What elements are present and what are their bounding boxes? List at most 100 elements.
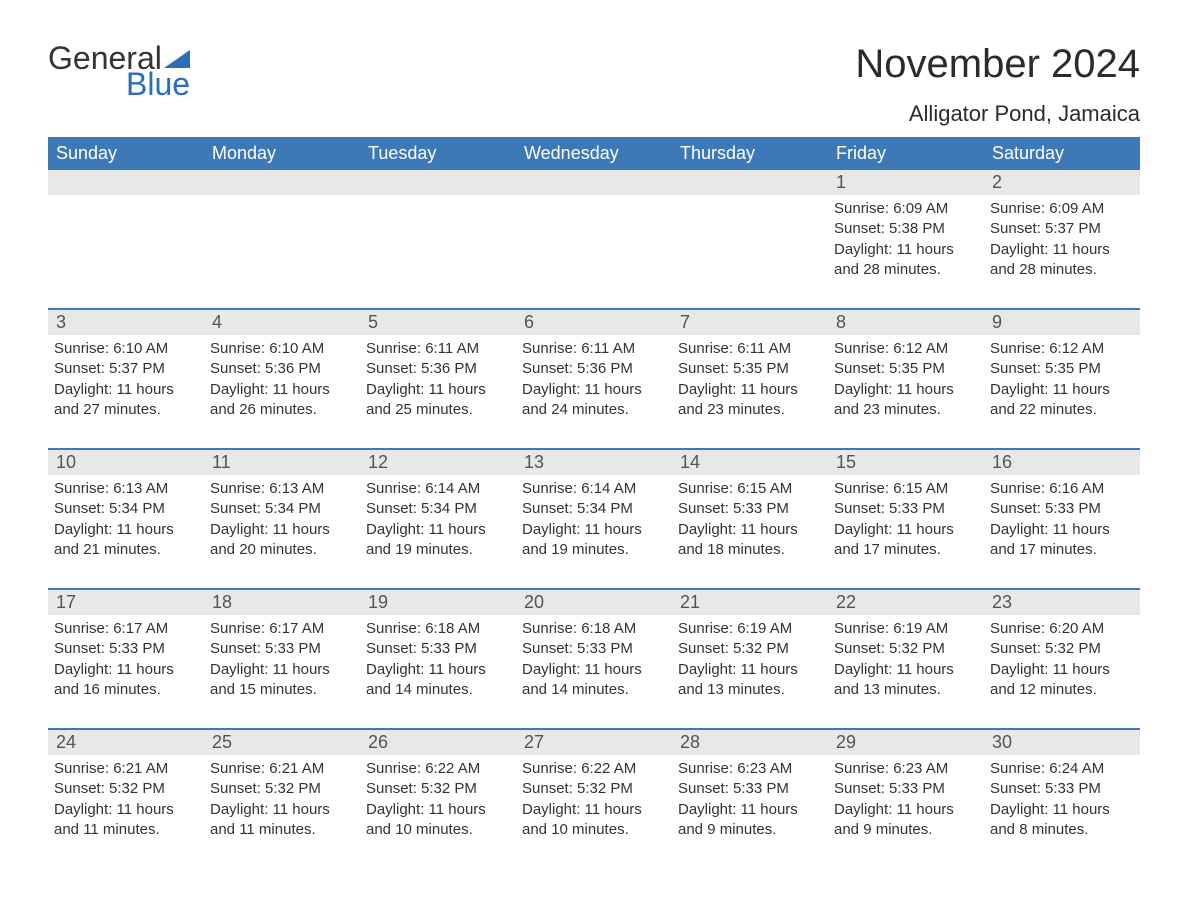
day-details: Sunrise: 6:18 AMSunset: 5:33 PMDaylight:…	[366, 615, 510, 700]
daylight-line-2: and 19 minutes.	[522, 540, 666, 560]
daylight-line-1: Daylight: 11 hours	[678, 520, 822, 540]
daylight-line-1: Daylight: 11 hours	[834, 660, 978, 680]
day-number: 21	[680, 592, 700, 612]
sunset-line: Sunset: 5:34 PM	[366, 499, 510, 519]
day-details: Sunrise: 6:20 AMSunset: 5:32 PMDaylight:…	[990, 615, 1134, 700]
day-details: Sunrise: 6:11 AMSunset: 5:35 PMDaylight:…	[678, 335, 822, 420]
day-cell: 20Sunrise: 6:18 AMSunset: 5:33 PMDayligh…	[516, 590, 672, 708]
daylight-line-2: and 16 minutes.	[54, 680, 198, 700]
day-details: Sunrise: 6:12 AMSunset: 5:35 PMDaylight:…	[990, 335, 1134, 420]
daylight-line-2: and 28 minutes.	[834, 260, 978, 280]
day-cell: 18Sunrise: 6:17 AMSunset: 5:33 PMDayligh…	[204, 590, 360, 708]
day-cell: 11Sunrise: 6:13 AMSunset: 5:34 PMDayligh…	[204, 450, 360, 568]
day-number: 10	[56, 452, 76, 472]
daylight-line-1: Daylight: 11 hours	[210, 800, 354, 820]
day-cell: 30Sunrise: 6:24 AMSunset: 5:33 PMDayligh…	[984, 730, 1140, 848]
daylight-line-1: Daylight: 11 hours	[522, 800, 666, 820]
sunset-line: Sunset: 5:36 PM	[210, 359, 354, 379]
daylight-line-2: and 24 minutes.	[522, 400, 666, 420]
sunrise-line: Sunrise: 6:17 AM	[54, 619, 198, 639]
weekday-header: Thursday	[672, 137, 828, 170]
daylight-line-2: and 22 minutes.	[990, 400, 1134, 420]
daylight-line-1: Daylight: 11 hours	[366, 660, 510, 680]
sunrise-line: Sunrise: 6:11 AM	[366, 339, 510, 359]
daylight-line-1: Daylight: 11 hours	[678, 800, 822, 820]
daylight-line-1: Daylight: 11 hours	[834, 380, 978, 400]
day-cell: 23 Sunrise: 6:20 AMSunset: 5:32 PMDayligh…	[984, 590, 1140, 708]
sunrise-line: Sunrise: 6:15 AM	[678, 479, 822, 499]
weekday-header: Wednesday	[516, 137, 672, 170]
day-cell: 8Sunrise: 6:12 AMSunset: 5:35 PMDaylight…	[828, 310, 984, 428]
calendar-grid: SundayMondayTuesdayWednesdayThursdayFrid…	[48, 137, 1140, 848]
sunrise-line: Sunrise: 6:21 AM	[54, 759, 198, 779]
sunset-line: Sunset: 5:33 PM	[834, 499, 978, 519]
sunrise-line: Sunrise: 6:09 AM	[834, 199, 978, 219]
day-details: Sunrise: 6:10 AMSunset: 5:37 PMDaylight:…	[54, 335, 198, 420]
daylight-line-1: Daylight: 11 hours	[522, 380, 666, 400]
day-number: 16	[992, 452, 1012, 472]
sunset-line: Sunset: 5:33 PM	[834, 779, 978, 799]
day-cell: 26Sunrise: 6:22 AMSunset: 5:32 PMDayligh…	[360, 730, 516, 848]
day-cell: .	[48, 170, 204, 288]
day-number: 8	[836, 312, 846, 332]
day-number: 19	[368, 592, 388, 612]
day-cell: 6Sunrise: 6:11 AMSunset: 5:36 PMDaylight…	[516, 310, 672, 428]
daylight-line-1: Daylight: 11 hours	[678, 380, 822, 400]
day-number: 4	[212, 312, 222, 332]
day-details: Sunrise: 6:18 AMSunset: 5:33 PMDaylight:…	[522, 615, 666, 700]
sunrise-line: Sunrise: 6:11 AM	[678, 339, 822, 359]
weekday-header-row: SundayMondayTuesdayWednesdayThursdayFrid…	[48, 137, 1140, 170]
weekday-header: Monday	[204, 137, 360, 170]
day-cell: 17Sunrise: 6:17 AMSunset: 5:33 PMDayligh…	[48, 590, 204, 708]
sunset-line: Sunset: 5:38 PM	[834, 219, 978, 239]
daylight-line-1: Daylight: 11 hours	[834, 240, 978, 260]
daylight-line-2: and 25 minutes.	[366, 400, 510, 420]
sunset-line: Sunset: 5:32 PM	[834, 639, 978, 659]
daylight-line-1: Daylight: 11 hours	[210, 520, 354, 540]
sunset-line: Sunset: 5:32 PM	[678, 639, 822, 659]
day-details: Sunrise: 6:19 AMSunset: 5:32 PMDaylight:…	[834, 615, 978, 700]
day-number: 23	[992, 592, 1012, 612]
day-details: Sunrise: 6:14 AMSunset: 5:34 PMDaylight:…	[366, 475, 510, 560]
sunset-line: Sunset: 5:32 PM	[54, 779, 198, 799]
sunset-line: Sunset: 5:35 PM	[678, 359, 822, 379]
daylight-line-2: and 9 minutes.	[834, 820, 978, 840]
day-details: Sunrise: 6:11 AMSunset: 5:36 PMDaylight:…	[522, 335, 666, 420]
daylight-line-2: and 12 minutes.	[990, 680, 1134, 700]
week-row: 24Sunrise: 6:21 AMSunset: 5:32 PMDayligh…	[48, 728, 1140, 848]
day-cell: 9Sunrise: 6:12 AMSunset: 5:35 PMDaylight…	[984, 310, 1140, 428]
day-cell: 19 Sunrise: 6:18 AMSunset: 5:33 PMDayligh…	[360, 590, 516, 708]
day-number: 1	[836, 172, 846, 192]
daylight-line-1: Daylight: 11 hours	[54, 520, 198, 540]
sunrise-line: Sunrise: 6:21 AM	[210, 759, 354, 779]
day-cell: 7Sunrise: 6:11 AMSunset: 5:35 PMDaylight…	[672, 310, 828, 428]
daylight-line-2: and 17 minutes.	[990, 540, 1134, 560]
sunset-line: Sunset: 5:33 PM	[990, 779, 1134, 799]
day-cell: .	[360, 170, 516, 288]
sunrise-line: Sunrise: 6:11 AM	[522, 339, 666, 359]
day-number: 26	[368, 732, 388, 752]
day-details: Sunrise: 6:23 AMSunset: 5:33 PMDaylight:…	[834, 755, 978, 840]
day-details: Sunrise: 6:19 AMSunset: 5:32 PMDaylight:…	[678, 615, 822, 700]
day-cell: 4Sunrise: 6:10 AMSunset: 5:36 PMDaylight…	[204, 310, 360, 428]
day-number: 14	[680, 452, 700, 472]
daylight-line-2: and 11 minutes.	[210, 820, 354, 840]
day-details: Sunrise: 6:17 AMSunset: 5:33 PMDaylight:…	[54, 615, 198, 700]
daylight-line-2: and 14 minutes.	[366, 680, 510, 700]
daylight-line-2: and 27 minutes.	[54, 400, 198, 420]
day-details: Sunrise: 6:22 AMSunset: 5:32 PMDaylight:…	[522, 755, 666, 840]
day-cell: 5Sunrise: 6:11 AMSunset: 5:36 PMDaylight…	[360, 310, 516, 428]
day-cell: 21 Sunrise: 6:19 AMSunset: 5:32 PMDayligh…	[672, 590, 828, 708]
daylight-line-1: Daylight: 11 hours	[990, 660, 1134, 680]
daylight-line-1: Daylight: 11 hours	[54, 800, 198, 820]
brand-word-2: Blue	[126, 68, 190, 100]
daylight-line-1: Daylight: 11 hours	[210, 380, 354, 400]
day-details: Sunrise: 6:09 AMSunset: 5:37 PMDaylight:…	[990, 195, 1134, 280]
daylight-line-2: and 15 minutes.	[210, 680, 354, 700]
daylight-line-2: and 20 minutes.	[210, 540, 354, 560]
day-cell: .	[516, 170, 672, 288]
sunset-line: Sunset: 5:35 PM	[834, 359, 978, 379]
day-cell: 22Sunrise: 6:19 AMSunset: 5:32 PMDayligh…	[828, 590, 984, 708]
day-details: Sunrise: 6:23 AMSunset: 5:33 PMDaylight:…	[678, 755, 822, 840]
sunset-line: Sunset: 5:36 PM	[522, 359, 666, 379]
